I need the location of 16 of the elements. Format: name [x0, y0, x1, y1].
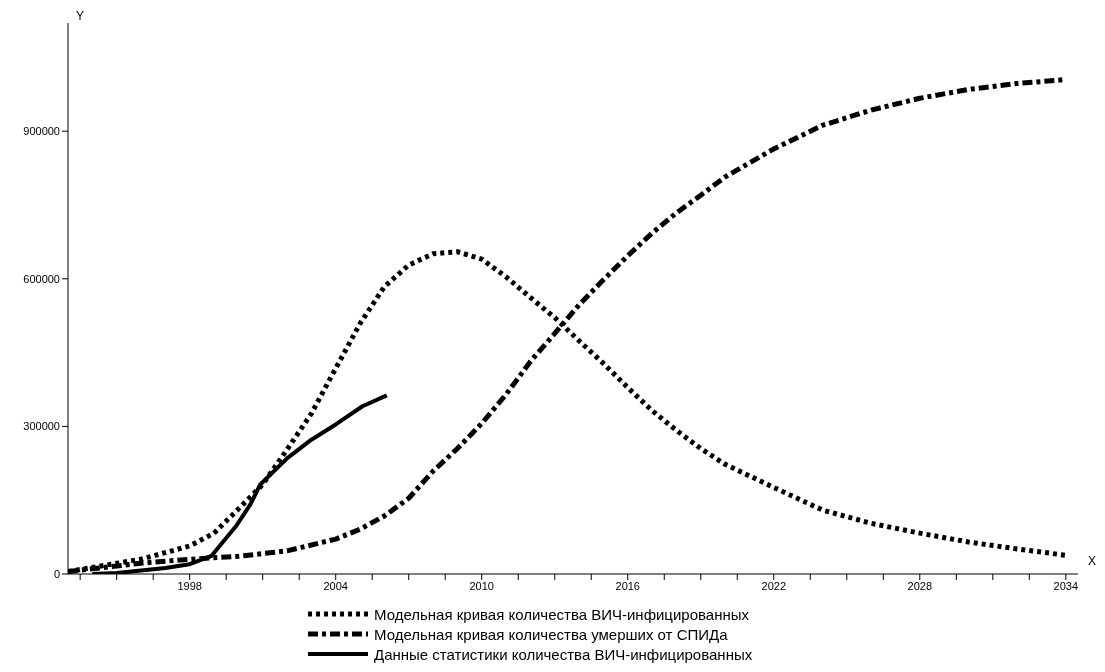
- x-tick-label: 2004: [323, 579, 348, 592]
- x-tick-label: 2028: [907, 579, 933, 592]
- y-tick-label: 600000: [23, 272, 60, 285]
- legend-label: Данные статистики количества ВИЧ-инфицированных: [374, 645, 753, 663]
- x-axis-title: X: [1087, 553, 1096, 568]
- x-tick-label: 2010: [469, 579, 494, 592]
- x-tick-label: 2016: [615, 579, 640, 592]
- legend-label: Модельная кривая количества ВИЧ-инфицированных: [374, 605, 749, 623]
- y-tick-label: 300000: [23, 420, 60, 433]
- x-tick-label: 2022: [761, 579, 787, 592]
- y-axis-title: Y: [76, 8, 85, 23]
- x-tick-label: 2034: [1053, 579, 1079, 592]
- y-tick-label: 0: [53, 567, 60, 580]
- x-tick-label: 1998: [177, 579, 202, 592]
- legend-label: Модельная кривая количества умерших от СПИДа: [374, 625, 728, 643]
- y-tick-label: 900000: [23, 125, 60, 138]
